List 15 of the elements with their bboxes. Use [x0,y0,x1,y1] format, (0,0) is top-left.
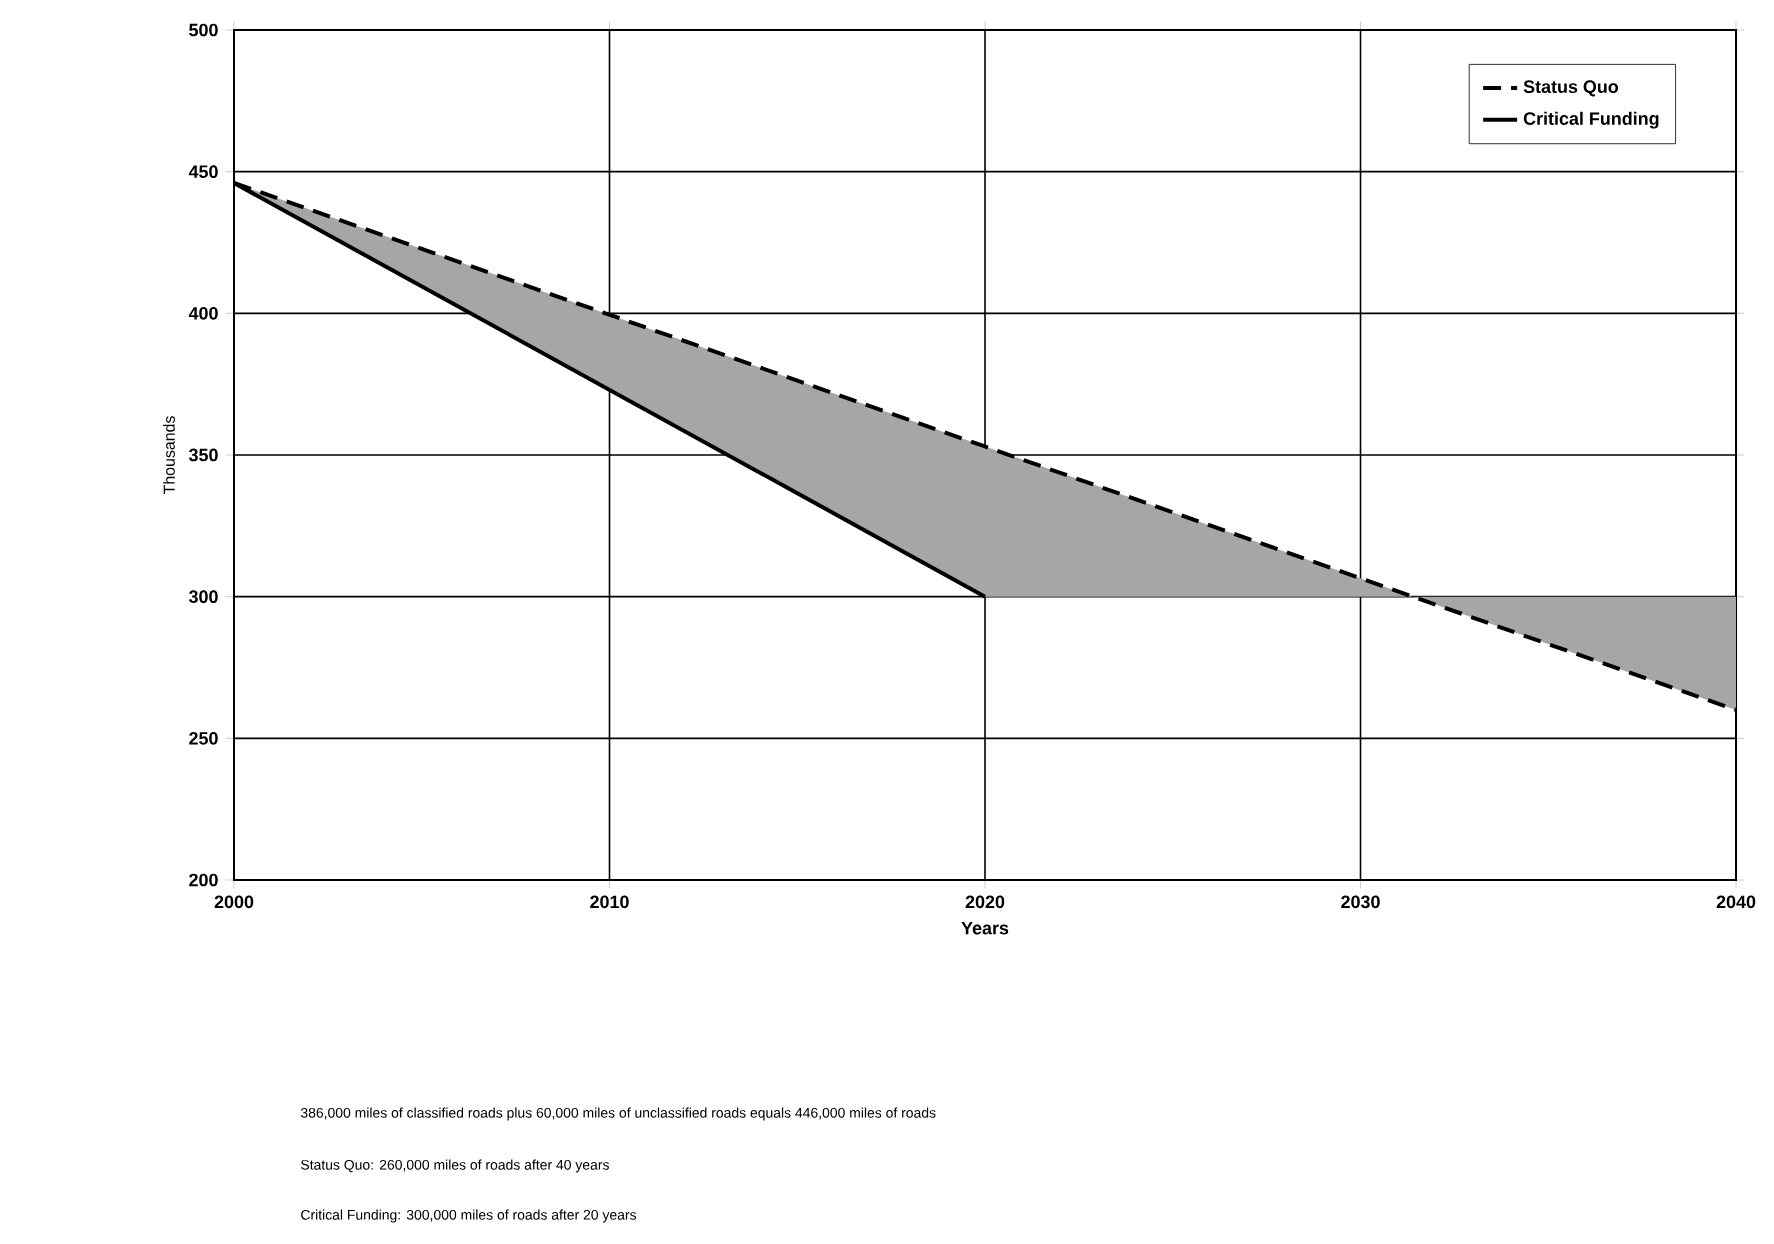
x-tick-label: 2020 [965,895,1005,909]
x-tick-label: 2030 [1341,895,1380,909]
y-tick-label: 250 [189,731,218,745]
legend-label: Status Quo [1523,80,1619,97]
x-axis-title: Years [961,921,1009,935]
legend-label: Critical Funding [1523,111,1659,129]
y-tick-label: 200 [189,873,218,887]
x-tick-label: 2040 [1716,895,1756,909]
y-tick-label: 400 [188,306,218,320]
y-tick-label: 500 [189,23,218,37]
y-tick-label: 300 [188,590,218,604]
y-tick-label: 350 [188,448,218,462]
x-tick-label: 2010 [590,895,629,909]
y-tick-label: 450 [188,165,218,179]
x-tick-label: 2000 [214,895,254,909]
